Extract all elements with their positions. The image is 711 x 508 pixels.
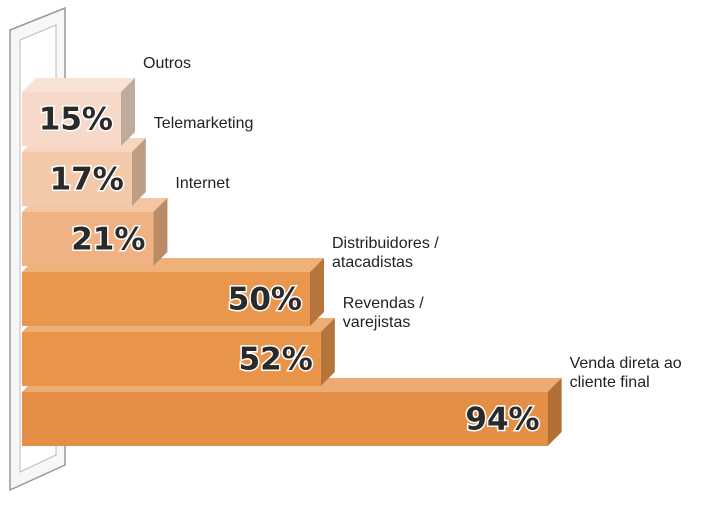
- bar: [22, 198, 168, 266]
- bar-top-shade: [22, 78, 135, 92]
- bar-side-shade: [320, 318, 335, 386]
- category-label: Outros: [143, 55, 192, 72]
- bar-side: [131, 138, 146, 206]
- bar-side-shade: [131, 138, 146, 206]
- bar-top: [22, 78, 135, 92]
- category-label: Venda direta ao cliente final: [569, 355, 682, 391]
- bar-front: [22, 212, 154, 266]
- value-label: 94%: [465, 402, 539, 438]
- bar-side-shade: [547, 378, 562, 446]
- category-label: Telemarketing: [153, 115, 254, 132]
- category-label: Internet: [175, 175, 230, 192]
- category-label: Revendas / varejistas: [342, 295, 424, 331]
- bar-side-shade: [153, 198, 168, 266]
- value-label: 50%: [228, 282, 302, 318]
- bar-side: [320, 318, 335, 386]
- bar-front: [22, 332, 321, 386]
- bar-front: [22, 152, 132, 206]
- bar-side: [153, 198, 168, 266]
- bar-front: [22, 392, 548, 446]
- bar-front: [22, 92, 121, 146]
- bar-side-shade: [121, 78, 135, 146]
- value-label: 21%: [71, 222, 145, 258]
- value-label: 52%: [239, 342, 313, 378]
- value-label: 17%: [50, 162, 124, 198]
- bar-front: [22, 272, 310, 326]
- value-label: 15%: [39, 102, 113, 138]
- bar-side: [121, 78, 135, 146]
- bar-side: [310, 258, 324, 326]
- bar-side-shade: [310, 258, 324, 326]
- bar-side: [547, 378, 562, 446]
- bar: [22, 78, 135, 146]
- category-label: Distribuidores / atacadistas: [332, 235, 439, 271]
